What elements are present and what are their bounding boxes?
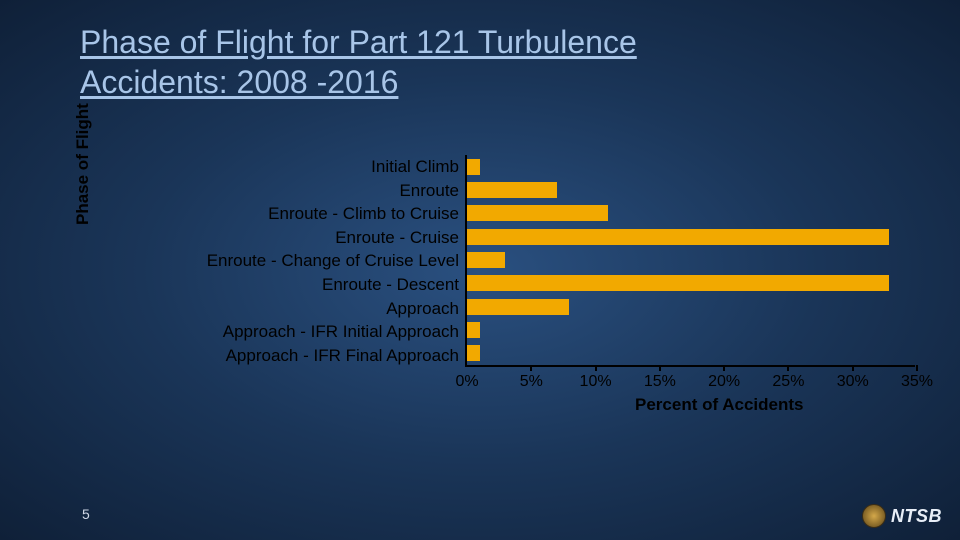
bar-chart: Phase of Flight Initial ClimbEnrouteEnro… xyxy=(95,155,915,445)
logo-text: NTSB xyxy=(891,506,942,527)
bar xyxy=(467,159,480,175)
x-tick-label: 5% xyxy=(520,373,543,391)
bar xyxy=(467,322,480,338)
x-tick-label: 15% xyxy=(644,373,676,391)
x-tick xyxy=(723,365,725,371)
x-tick xyxy=(530,365,532,371)
bar xyxy=(467,275,889,291)
bar xyxy=(467,252,505,268)
category-label: Approach - IFR Initial Approach xyxy=(95,323,459,340)
page-number: 5 xyxy=(82,506,90,522)
slide-title: Phase of Flight for Part 121 Turbulence … xyxy=(80,22,637,102)
bars-container xyxy=(467,155,915,365)
x-tick-label: 30% xyxy=(837,373,869,391)
seal-icon xyxy=(862,504,886,528)
bar xyxy=(467,299,569,315)
x-tick xyxy=(852,365,854,371)
category-label: Enroute - Cruise xyxy=(95,229,459,246)
x-tick-label: 10% xyxy=(580,373,612,391)
bar xyxy=(467,229,889,245)
category-labels: Initial Climb Enroute Enroute - Climb to C… xyxy=(95,155,465,367)
x-tick-label: 20% xyxy=(708,373,740,391)
x-tick-label: 25% xyxy=(772,373,804,391)
x-tick xyxy=(916,365,918,371)
category-label: Approach xyxy=(95,300,459,317)
category-label: Approach - IFR Final Approach xyxy=(95,347,459,364)
x-tick xyxy=(659,365,661,371)
y-axis-label: Phase of Flight xyxy=(73,103,93,225)
category-label: Initial Climb xyxy=(95,158,459,175)
ntsb-logo: NTSB xyxy=(862,504,942,528)
x-tick-label: 35% xyxy=(901,373,933,391)
bar xyxy=(467,182,557,198)
category-label: Enroute - Descent xyxy=(95,276,459,293)
title-line-1: Phase of Flight for Part 121 Turbulence xyxy=(80,24,637,60)
plot-area: 0%5%10%15%20%25%30%35% xyxy=(465,155,915,367)
x-tick xyxy=(787,365,789,371)
bar xyxy=(467,345,480,361)
chart-body: Initial Climb Enroute Enroute - Climb to C… xyxy=(95,155,915,390)
category-label: Enroute xyxy=(95,182,459,199)
x-tick xyxy=(595,365,597,371)
x-tick-label: 0% xyxy=(455,373,478,391)
category-label: Enroute - Climb to Cruise xyxy=(95,205,459,222)
bar xyxy=(467,205,608,221)
x-axis-label: Percent of Accidents xyxy=(635,395,803,415)
title-line-2: Accidents: 2008 -2016 xyxy=(80,64,398,100)
category-label: Enroute - Change of Cruise Level xyxy=(95,252,459,269)
